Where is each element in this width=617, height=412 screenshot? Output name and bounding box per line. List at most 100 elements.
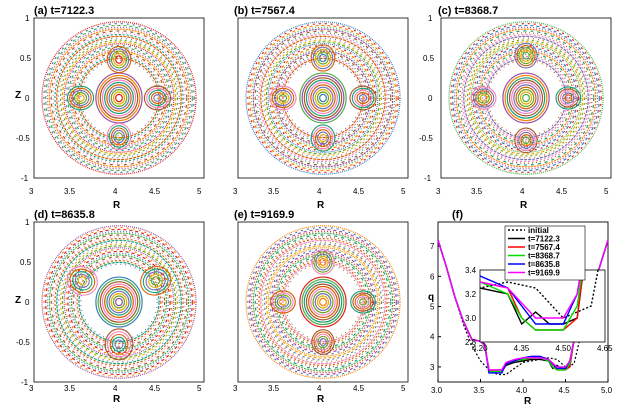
legend-entry: t=7122.3 xyxy=(528,235,560,244)
y-tick: 0 xyxy=(25,94,30,103)
orbit-ring xyxy=(273,252,373,352)
panel-label-b: (b) t=7567.4 xyxy=(234,5,296,17)
orbit-ring xyxy=(265,41,381,155)
plot-frame xyxy=(33,17,205,179)
core-surface xyxy=(301,278,345,326)
y-tick: 1 xyxy=(25,218,30,227)
poincare-panel-b: (b) t=7567.4 R 3 3.5 4 4.5 5 xyxy=(233,5,409,211)
y-tick: -1 xyxy=(424,174,432,183)
core-surface xyxy=(308,285,338,319)
orbit-ring xyxy=(69,252,169,352)
legend-entry: t=9169.9 xyxy=(528,269,560,278)
magnetic-island xyxy=(522,51,530,60)
magnetic-island xyxy=(146,87,169,109)
magnetic-island xyxy=(148,89,167,107)
orbit-ring xyxy=(260,239,386,365)
orbit-ring xyxy=(48,232,190,372)
magnetic-island xyxy=(269,85,297,111)
orbit-ring xyxy=(54,237,184,367)
legend-box xyxy=(504,225,586,281)
core-surface xyxy=(303,77,343,119)
orbit-ring xyxy=(50,30,188,166)
orbit-ring xyxy=(452,24,600,172)
magnetic-island xyxy=(145,271,166,291)
magnetic-island xyxy=(150,276,161,286)
magnetic-island xyxy=(319,53,327,63)
magnetic-island xyxy=(108,48,130,71)
y-tick: 0.5 xyxy=(20,258,32,267)
orbit-ring xyxy=(457,30,595,166)
orbit-ring xyxy=(250,26,396,170)
orbit-ring xyxy=(481,54,571,142)
orbit-ring xyxy=(247,226,399,378)
y-tick: -0.5 xyxy=(16,338,30,347)
core-surface xyxy=(310,84,336,112)
orbit-ring xyxy=(43,226,195,378)
y-tick-label: 5 xyxy=(430,303,435,312)
poincare-orbits xyxy=(245,21,401,175)
orbit-ring xyxy=(465,37,587,159)
y-tick: -1 xyxy=(21,174,29,183)
orbit-ring xyxy=(63,43,175,153)
orbit-ring xyxy=(247,22,399,174)
y-tick: 0 xyxy=(428,94,433,103)
orbit-ring xyxy=(245,21,401,175)
magnetic-island xyxy=(312,46,334,70)
magnetic-island xyxy=(317,131,329,145)
core-surface xyxy=(97,278,141,326)
panel-label-e: (e) t=9169.9 xyxy=(234,209,294,221)
orbit-ring xyxy=(448,21,604,175)
x-tick: 3 xyxy=(29,384,34,393)
x-tick: 5 xyxy=(197,187,202,196)
y-tick-label: 3 xyxy=(430,363,435,372)
core-surface xyxy=(110,293,128,311)
orbit-ring xyxy=(74,258,164,346)
y-tick: 0 xyxy=(25,298,30,307)
magnetic-island xyxy=(73,92,88,104)
orbit-ring xyxy=(67,250,171,354)
orbit-ring xyxy=(450,22,602,174)
magnetic-island xyxy=(278,94,288,102)
magnetic-island xyxy=(153,94,162,102)
core-surface xyxy=(319,93,327,103)
core-surface xyxy=(310,288,336,316)
x-tick: 4.5 xyxy=(353,384,365,393)
magnetic-island xyxy=(106,122,132,151)
magnetic-island xyxy=(477,92,490,104)
core-surface xyxy=(108,86,130,110)
magnetic-island xyxy=(313,251,333,273)
x-tick: 3 xyxy=(29,187,34,196)
magnetic-island xyxy=(310,44,336,72)
magnetic-island xyxy=(516,44,536,67)
magnetic-island xyxy=(562,92,575,104)
orbit-ring xyxy=(250,230,396,374)
core-surface xyxy=(112,295,126,309)
magnetic-island xyxy=(319,338,327,347)
magnetic-island xyxy=(76,94,85,102)
magnetic-island xyxy=(555,86,582,110)
z-axis-label: Z xyxy=(15,295,21,306)
orbit-ring xyxy=(468,41,584,155)
magnetic-island xyxy=(274,294,292,310)
orbit-ring xyxy=(52,32,186,164)
magnetic-island xyxy=(315,253,331,271)
magnetic-island xyxy=(317,255,329,269)
orbit-ring xyxy=(74,54,164,142)
x-tick: 5 xyxy=(197,384,202,393)
legend-entry: t=7567.4 xyxy=(528,243,560,252)
orbit-ring xyxy=(41,225,197,379)
magnetic-island xyxy=(276,296,290,308)
x-tick: 4 xyxy=(317,384,322,393)
orbit-ring xyxy=(284,59,362,137)
orbit-ring xyxy=(271,46,375,150)
magnetic-island xyxy=(472,88,495,108)
core-surface xyxy=(515,86,537,110)
x-tick-label: 3.5 xyxy=(474,386,486,395)
core-surface xyxy=(319,297,327,307)
magnetic-island xyxy=(319,133,327,143)
magnetic-island xyxy=(114,339,124,350)
y-tick-label: 7 xyxy=(430,242,435,251)
core-surface xyxy=(97,74,141,122)
orbit-ring xyxy=(65,44,173,152)
orbit-ring xyxy=(282,57,364,139)
